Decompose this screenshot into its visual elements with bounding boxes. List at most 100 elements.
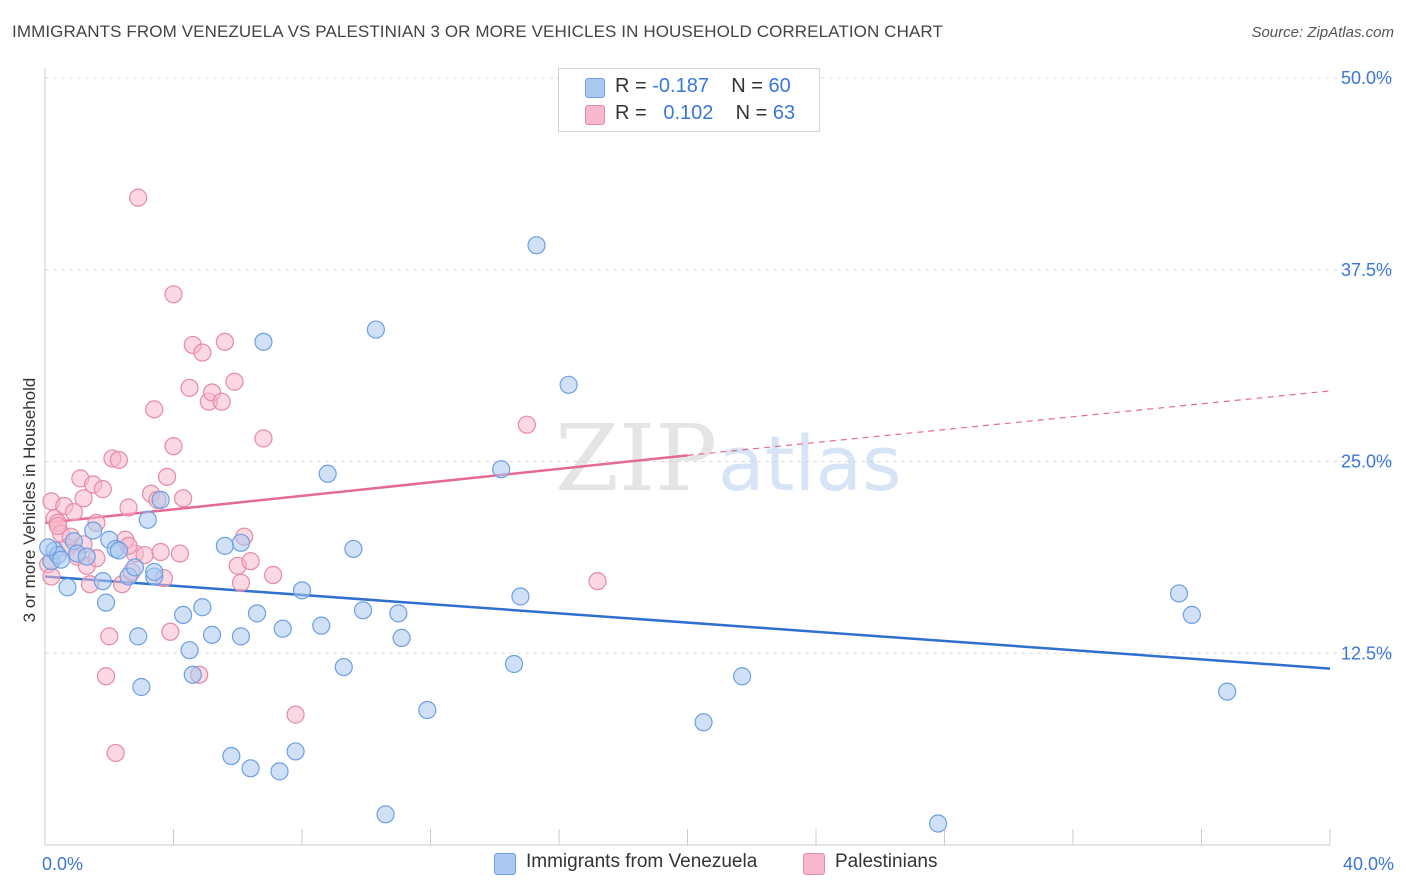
venezuela-point — [928, 814, 948, 833]
data-points — [39, 188, 1237, 833]
series-legend: Immigrants from Venezuela Palestinians — [0, 850, 1406, 880]
legend-n-label: N = — [735, 102, 773, 124]
venezuela-point — [77, 547, 96, 566]
venezuela-point — [312, 616, 331, 635]
venezuela-point — [273, 619, 292, 638]
palestinian-point — [93, 480, 112, 499]
palestinian-point — [180, 378, 199, 397]
y-axis-label-wrap: 3 or more Vehicles in Household — [12, 250, 48, 750]
venezuela-point — [180, 641, 199, 660]
palestinian-point — [151, 542, 170, 562]
venezuela-point — [733, 667, 752, 686]
series-swatch-pink — [803, 853, 825, 875]
venezuela-point — [694, 713, 713, 732]
series-swatch-blue — [494, 853, 516, 875]
watermark-zip: ZIP — [555, 405, 717, 512]
watermark: ZIP atlas — [555, 405, 902, 512]
palestinian-point — [119, 498, 138, 517]
legend-n-label: N = — [731, 75, 769, 97]
legend-text: R = -0.187 N = 60 — [615, 75, 791, 98]
venezuela-point — [1169, 584, 1189, 603]
palestinian-point — [48, 516, 67, 536]
chart-source: Source: ZipAtlas.com — [1251, 24, 1394, 41]
palestinian-point — [170, 544, 190, 563]
venezuela-point — [286, 742, 305, 761]
venezuela-point — [376, 805, 395, 824]
x-tick-label: 40.0% — [1343, 854, 1394, 874]
series-legend-label: Palestinians — [835, 851, 938, 872]
venezuela-point — [418, 700, 437, 720]
palestinian-point — [588, 572, 607, 591]
legend-text: R = 0.102 N = 63 — [615, 102, 795, 125]
legend-n-value: 60 — [768, 75, 791, 97]
venezuela-point — [247, 604, 267, 623]
venezuela-point — [145, 562, 164, 582]
palestinian-point — [157, 467, 177, 486]
palestinian-point — [193, 343, 212, 362]
series-legend-label: Immigrants from Venezuela — [526, 851, 758, 872]
x-tick-label: 0.0% — [42, 854, 83, 874]
palestinian-point — [100, 627, 119, 646]
legend-r-value: 0.102 — [663, 102, 714, 124]
palestinian-point — [517, 415, 536, 434]
palestinian-point — [129, 188, 148, 207]
venezuela-point — [222, 746, 241, 766]
palestinian-trend-line — [44, 454, 688, 525]
palestinian-point — [174, 489, 193, 508]
palestinian-point — [161, 622, 180, 641]
venezuela-point — [109, 541, 128, 560]
venezuela-point — [1182, 605, 1201, 625]
y-tick-label: 37.5% — [1341, 260, 1392, 280]
venezuela-point — [527, 236, 546, 255]
venezuela-point — [1218, 682, 1237, 701]
venezuela-point — [84, 521, 103, 540]
venezuela-point — [492, 460, 511, 479]
venezuela-point — [96, 593, 116, 612]
venezuela-point — [193, 598, 212, 617]
venezuela-point — [215, 536, 234, 555]
venezuela-point — [353, 601, 373, 620]
venezuela-point — [231, 627, 251, 646]
palestinian-point — [164, 285, 183, 304]
venezuela-point — [151, 490, 170, 509]
grid-lines — [45, 77, 1392, 654]
palestinian-point — [106, 743, 125, 763]
y-axis-label: 3 or more Vehicles in Household — [20, 377, 39, 623]
venezuela-point — [132, 677, 151, 697]
palestinian-point — [164, 437, 183, 456]
watermark-atlas: atlas — [718, 419, 902, 508]
y-tick-label: 12.5% — [1341, 643, 1392, 663]
venezuela-point — [511, 587, 530, 606]
tick-labels: 12.5% 25.0% 37.5% 50.0% 0.0% 40.0% — [42, 68, 1394, 874]
palestinian-point — [64, 503, 84, 522]
venezuela-point — [231, 533, 251, 552]
venezuela-point — [51, 550, 71, 569]
venezuela-point — [292, 581, 312, 600]
venezuela-point — [389, 604, 408, 623]
venezuela-point — [125, 558, 145, 577]
venezuela-point — [318, 464, 337, 483]
chart-title: IMMIGRANTS FROM VENEZUELA VS PALESTINIAN… — [12, 22, 943, 41]
trend-lines — [44, 390, 1331, 670]
palestinian-point — [145, 400, 164, 419]
venezuela-point — [504, 654, 524, 674]
palestinian-point — [109, 450, 128, 470]
y-tick-label: 25.0% — [1341, 452, 1392, 472]
axes — [44, 68, 1331, 846]
legend-swatch-pink — [585, 105, 605, 125]
palestinian-point — [96, 667, 116, 686]
correlation-legend: R = -0.187 N = 60 R = 0.102 N = 63 — [558, 68, 820, 132]
palestinian-point — [225, 372, 244, 391]
venezuela-point — [183, 665, 202, 684]
venezuela-point — [392, 628, 411, 648]
venezuela-point — [202, 625, 222, 644]
palestinian-point — [286, 705, 305, 724]
venezuela-point — [39, 538, 58, 557]
venezuela-point — [270, 762, 289, 781]
legend-r-value: -0.187 — [652, 75, 709, 97]
venezuela-point — [559, 375, 578, 394]
palestinian-point — [263, 565, 283, 585]
legend-r-label: R = — [615, 75, 653, 97]
palestinian-point — [254, 429, 273, 448]
